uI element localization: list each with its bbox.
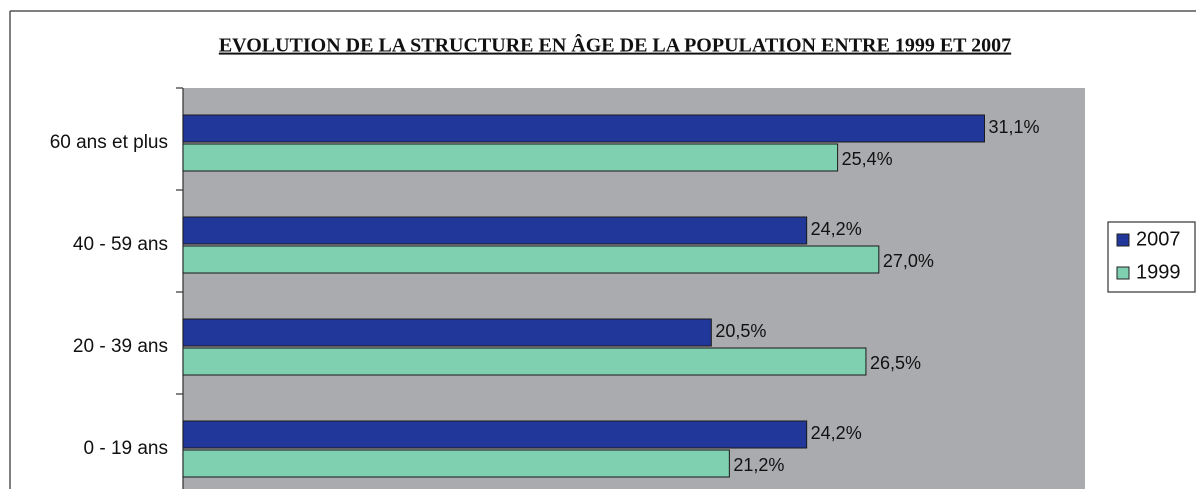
data-label: 21,2% <box>733 455 784 475</box>
legend-label: 2007 <box>1136 228 1181 250</box>
legend-swatch <box>1116 266 1130 280</box>
legend-swatch <box>1116 233 1130 247</box>
bar <box>182 318 712 347</box>
bar <box>182 449 730 478</box>
bar <box>182 347 867 376</box>
y-tick-label: 20 - 39 ans <box>73 336 168 357</box>
bar <box>182 114 985 143</box>
data-label: 25,4% <box>842 149 893 169</box>
data-label: 27,0% <box>883 251 934 271</box>
data-label: 20,5% <box>715 321 766 341</box>
y-tick-label: 60 ans et plus <box>50 132 168 153</box>
bar <box>182 420 808 449</box>
chart-title: EVOLUTION DE LA STRUCTURE EN ÂGE DE LA P… <box>219 33 1011 57</box>
data-label: 24,2% <box>811 423 862 443</box>
bar <box>182 216 808 245</box>
legend-label: 1999 <box>1136 261 1181 283</box>
data-label: 26,5% <box>870 353 921 373</box>
y-tick-label: 40 - 59 ans <box>73 234 168 255</box>
data-label: 31,1% <box>988 117 1039 137</box>
data-label: 24,2% <box>811 219 862 239</box>
bar <box>182 245 880 274</box>
y-tick-label: 0 - 19 ans <box>84 438 169 459</box>
bar <box>182 143 839 172</box>
